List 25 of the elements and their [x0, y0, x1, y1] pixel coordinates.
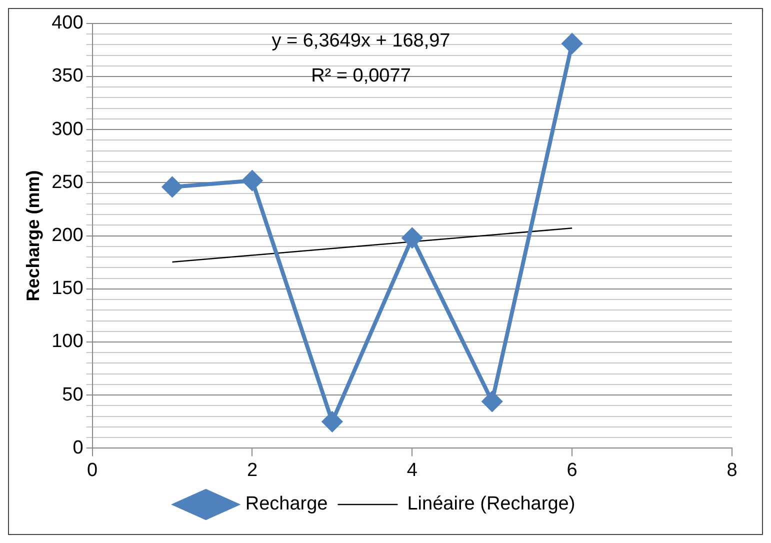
point	[482, 391, 502, 412]
x-tick-label: 0	[87, 460, 98, 481]
x-tick-label: 6	[566, 460, 578, 481]
y-tick-label: 200	[52, 225, 84, 246]
y-tick-label: 50	[62, 384, 84, 406]
y-axis-title: Recharge (mm)	[22, 170, 43, 302]
x-tick-label: 2	[246, 460, 258, 481]
legend-label: Linéaire (Recharge)	[407, 494, 576, 515]
x-tick-label: 4	[406, 460, 418, 481]
y-tick-label: 0	[72, 437, 84, 458]
y-tick-label: 300	[52, 118, 84, 140]
y-tick-label: 350	[52, 66, 84, 87]
legend-label: Recharge	[245, 494, 328, 515]
annotation: R² = 0,0077	[311, 66, 411, 87]
annotation: y = 6,3649x + 168,97	[272, 30, 450, 52]
x-tick-label: 8	[726, 460, 738, 481]
point	[562, 34, 582, 54]
y-tick-label: 400	[52, 12, 84, 34]
y-tick-label: 100	[52, 331, 84, 352]
point	[402, 228, 422, 248]
point	[322, 412, 342, 432]
point	[242, 170, 262, 191]
y-tick-label: 150	[52, 278, 84, 300]
y-tick-label: 250	[52, 172, 84, 193]
point	[162, 176, 182, 197]
